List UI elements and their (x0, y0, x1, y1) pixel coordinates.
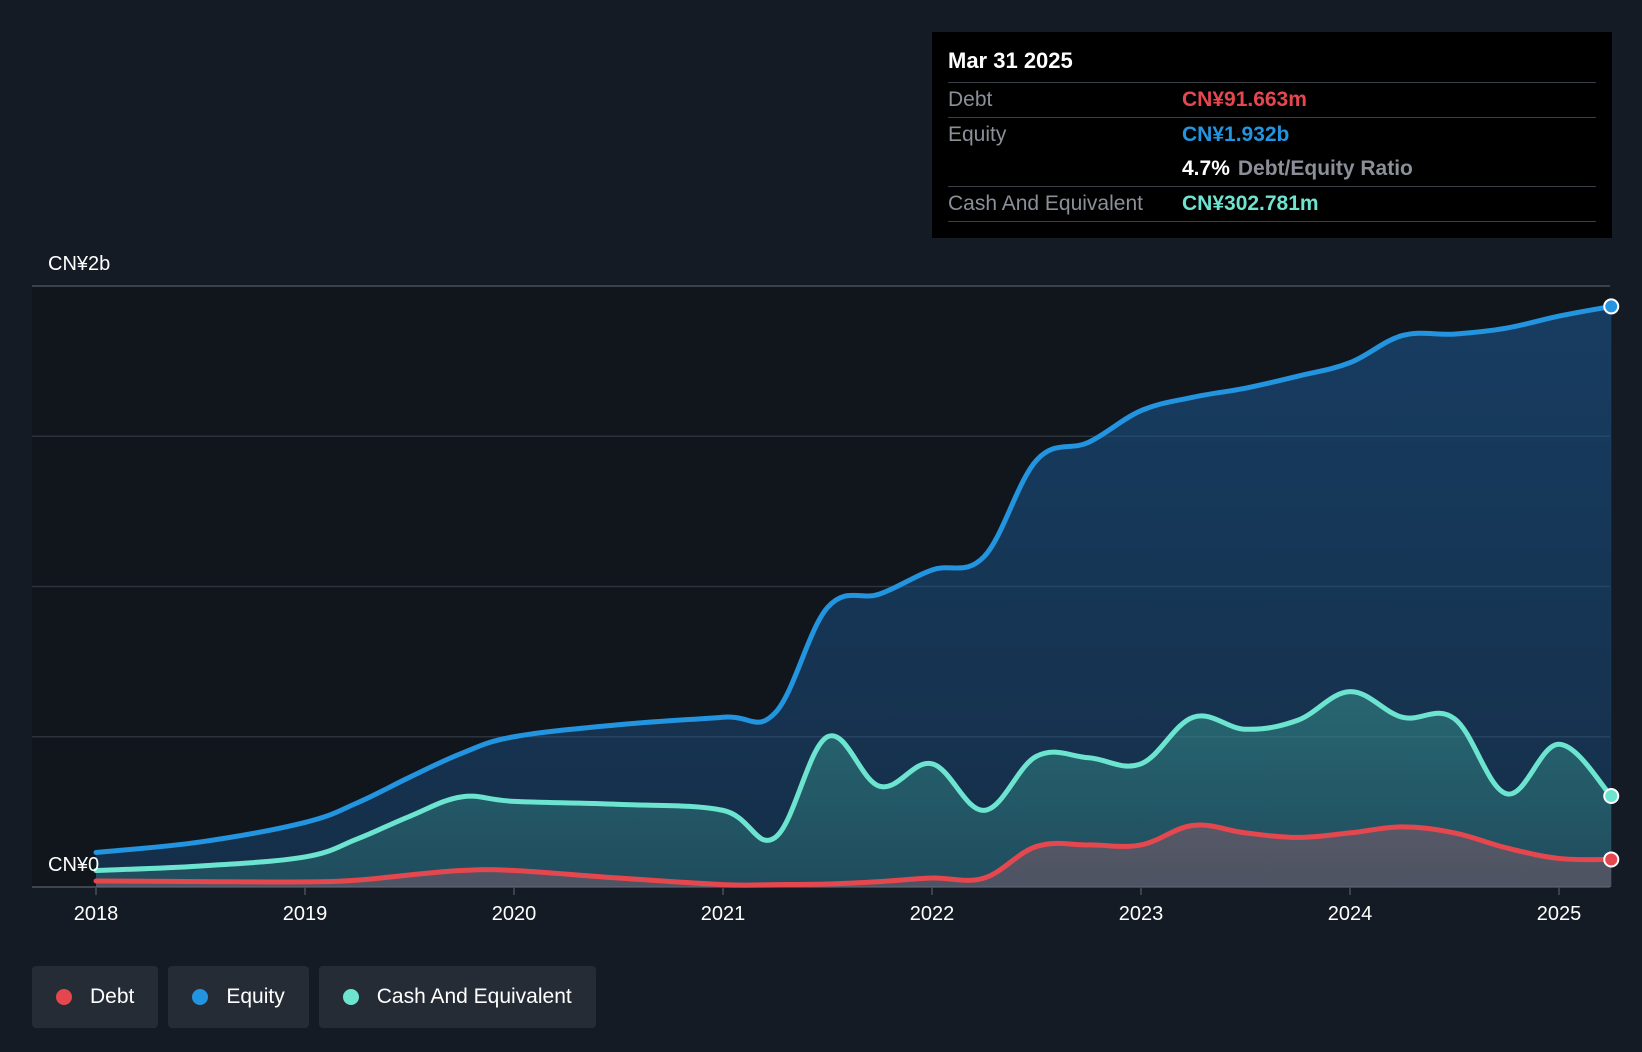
tooltip-ratio-label: Debt/Equity Ratio (1237, 157, 1413, 180)
legend-item-cash[interactable]: Cash And Equivalent (318, 966, 596, 1028)
tooltip-equity-label: Equity (948, 123, 1007, 146)
legend-debt-label: Debt (90, 985, 135, 1008)
cash-end-point (1603, 788, 1620, 805)
legend: Debt Equity Cash And Equivalent (32, 966, 596, 1028)
cash-dot-icon (342, 989, 359, 1005)
tooltip-debt-row: Debt CN¥91.663m (948, 83, 1596, 118)
x-tick-label: 2024 (1328, 903, 1373, 925)
x-tick-label: 2021 (701, 903, 746, 925)
tooltip-debt-label: Debt (948, 88, 993, 111)
legend-item-debt[interactable]: Debt (32, 966, 159, 1028)
tooltip-equity-row: Equity CN¥1.932b (948, 118, 1596, 152)
tooltip-cash-row: Cash And Equivalent CN¥302.781m (948, 187, 1596, 222)
tooltip-cash-value: CN¥302.781m (1182, 192, 1319, 215)
cash-line (93, 689, 1614, 873)
debt-line (93, 822, 1614, 888)
tooltip-debt-value: CN¥91.663m (1182, 88, 1307, 111)
debt-end-point (1603, 851, 1620, 868)
equity-end-point (1603, 298, 1620, 315)
y-label-top: CN¥2b (48, 253, 110, 275)
x-tick-label: 2018 (74, 903, 119, 925)
legend-equity-label: Equity (226, 985, 285, 1008)
tooltip: Mar 31 2025 Debt CN¥91.663m Equity CN¥1.… (932, 32, 1612, 238)
legend-item-equity[interactable]: Equity (168, 966, 309, 1028)
tooltip-cash-label: Cash And Equivalent (948, 192, 1143, 215)
x-tick-label: 2023 (1119, 903, 1164, 925)
tooltip-ratio-row: 4.7% Debt/Equity Ratio (948, 152, 1596, 187)
tooltip-equity-value: CN¥1.932b (1182, 123, 1290, 146)
y-label-bottom: CN¥0 (48, 854, 99, 876)
x-tick-label: 2025 (1537, 903, 1582, 925)
equity-dot-icon (192, 989, 209, 1005)
tooltip-date: Mar 31 2025 (948, 46, 1596, 83)
x-tick-label: 2020 (492, 903, 537, 925)
tooltip-ratio-value: 4.7% (1182, 157, 1230, 180)
x-tick-label: 2022 (910, 903, 955, 925)
x-tick-label: 2019 (283, 903, 328, 925)
debt-dot-icon (56, 989, 72, 1005)
equity-line (93, 303, 1614, 855)
legend-cash-label: Cash And Equivalent (376, 985, 572, 1008)
